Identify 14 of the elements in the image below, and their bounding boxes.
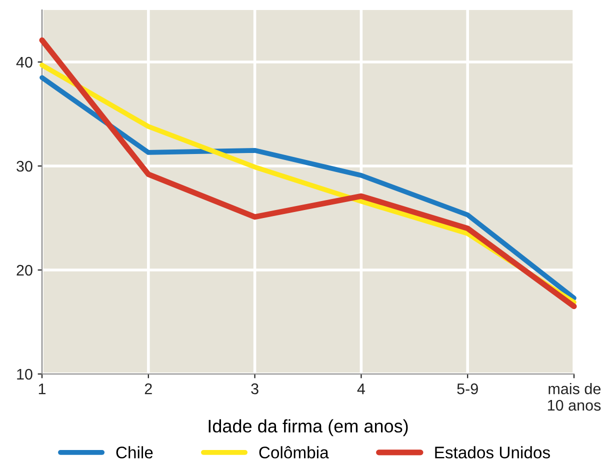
y-tick-label: 20 bbox=[16, 264, 32, 276]
x-tick-label: 2 bbox=[144, 383, 152, 394]
x-tick-label: 4 bbox=[357, 384, 365, 394]
x-tick-label: mais de 10 anos bbox=[548, 383, 601, 411]
y-tick-label: 30 bbox=[16, 160, 32, 172]
x-axis-title: Idade da firma (em anos) bbox=[208, 419, 408, 436]
legend-label: Colômbia bbox=[259, 446, 329, 458]
y-tick-label: 10 bbox=[17, 368, 32, 380]
x-tick-label: 5-9 bbox=[457, 383, 478, 394]
x-tick-label: 1 bbox=[38, 384, 46, 394]
y-tick-label: 40 bbox=[16, 56, 32, 68]
legend-label: Estados Unidos bbox=[435, 446, 550, 458]
legend-label: Chile bbox=[116, 446, 153, 458]
x-tick-label: 3 bbox=[251, 383, 258, 394]
